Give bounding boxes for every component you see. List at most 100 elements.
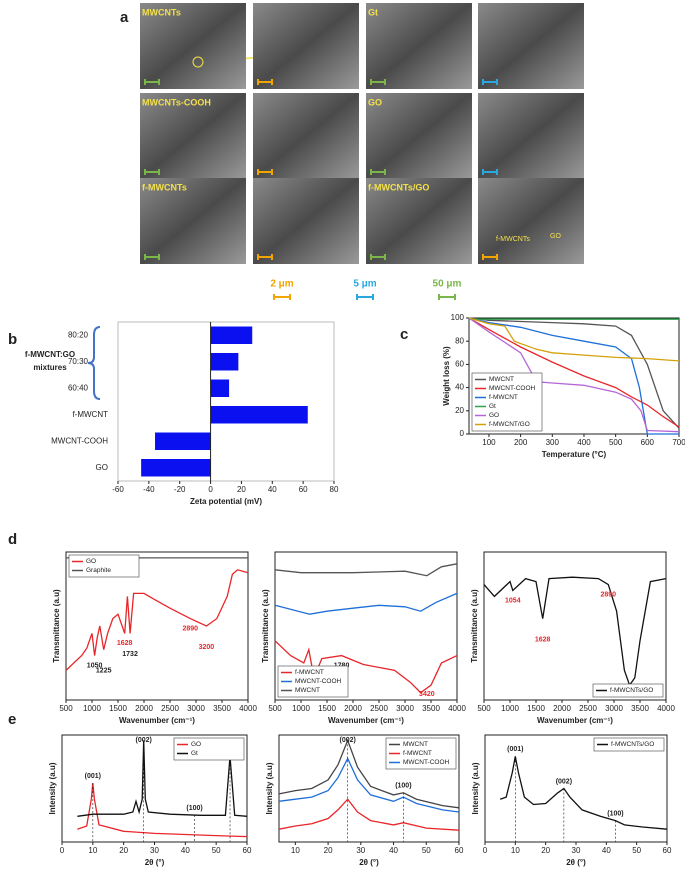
x-tick-label: 100	[482, 438, 496, 447]
legend-label: GO	[191, 741, 201, 748]
annotation: 3420	[419, 691, 435, 698]
x-tick-label: 1000	[83, 704, 101, 713]
panel-label: e	[8, 711, 16, 728]
x-tick-label: 4000	[448, 704, 466, 713]
group-label: f-MWCNT:GO	[25, 350, 75, 359]
bar	[210, 353, 239, 371]
x-tick-label: 2000	[553, 704, 571, 713]
scale-bar	[257, 79, 273, 85]
x-tick-label: 500	[477, 704, 491, 713]
x-tick-label: 4000	[239, 704, 257, 713]
legend-label: Graphite	[86, 567, 111, 574]
y-axis-label: Weight loss (%)	[442, 346, 451, 406]
scale-bar	[370, 254, 386, 260]
annotation: 1050	[87, 662, 103, 669]
y-tick-label: 70:30	[68, 357, 89, 366]
sem-image	[253, 93, 359, 179]
x-tick-label: -60	[112, 485, 124, 494]
x-tick-label: 30	[356, 846, 365, 855]
y-axis-label: Transmittance (a.u)	[52, 589, 61, 663]
x-tick-label: 400	[577, 438, 591, 447]
plot-frame	[117, 321, 335, 482]
bar	[141, 459, 211, 477]
x-tick-label: 20	[324, 846, 333, 855]
x-tick-label: 20	[119, 846, 128, 855]
legend-label: MWCNT	[295, 687, 320, 694]
annotation: 1628	[535, 636, 551, 643]
data-line	[274, 640, 458, 694]
x-axis-label: Wavenumber (cm⁻¹)	[537, 716, 613, 725]
sem-label: f-MWCNTs/GO	[368, 182, 429, 192]
x-tick-label: 4000	[657, 704, 675, 713]
x-tick-label: 200	[514, 438, 528, 447]
legend-label: f-MWCNTs/GO	[610, 687, 653, 694]
x-axis-label: 2θ (°)	[359, 858, 379, 867]
scale-bar	[482, 79, 498, 85]
x-tick-label: 2000	[135, 704, 153, 713]
legend-label: Gt	[489, 403, 496, 410]
y-axis-label: Transmittance (a.u)	[261, 589, 270, 663]
data-line	[483, 576, 667, 687]
group-brace	[87, 326, 101, 400]
x-tick-label: 50	[632, 846, 641, 855]
data-line	[468, 317, 680, 362]
x-axis-label: Temperature (°C)	[542, 450, 607, 459]
annotation: (001)	[507, 746, 523, 753]
x-tick-label: 1500	[527, 704, 545, 713]
y-tick-label: 60:40	[68, 383, 89, 392]
y-tick-label: 60	[455, 360, 464, 369]
panel-label: b	[8, 331, 17, 348]
x-tick-label: 500	[268, 704, 282, 713]
scale-bar	[257, 169, 273, 175]
annotation: 1225	[96, 668, 112, 675]
annotation: (002)	[340, 737, 356, 744]
x-tick-label: 3000	[605, 704, 623, 713]
legend-label: f-MWCNT/GO	[489, 421, 530, 428]
sem-image	[366, 93, 472, 179]
y-tick-label: 40	[455, 383, 464, 392]
data-line	[274, 563, 458, 577]
plot-frame	[65, 551, 249, 701]
data-line	[468, 317, 680, 428]
x-tick-label: 40	[181, 846, 190, 855]
sem-image	[140, 178, 246, 264]
annotation: 2890	[182, 625, 198, 632]
scale-bar-label: 2 μm	[270, 279, 293, 290]
sem-label: Gt	[368, 7, 378, 17]
x-tick-label: 20	[237, 485, 246, 494]
bar	[155, 432, 211, 450]
legend-box	[593, 737, 665, 752]
y-tick-label: MWCNT-COOH	[51, 436, 108, 445]
sem-image	[478, 93, 584, 179]
annotation: (002)	[556, 778, 572, 785]
x-tick-label: 2000	[344, 704, 362, 713]
data-line	[77, 740, 248, 817]
data-line	[468, 317, 679, 435]
data-line	[65, 569, 249, 671]
legend-label: MWCNT-COOH	[489, 385, 536, 392]
data-line	[274, 592, 458, 615]
group-label: mixtures	[33, 363, 67, 372]
y-tick-label: GO	[96, 463, 108, 472]
sem-image	[366, 178, 472, 264]
legend-box	[471, 372, 543, 432]
x-tick-label: 1500	[318, 704, 336, 713]
x-tick-label: 2500	[579, 704, 597, 713]
x-tick-label: 40	[602, 846, 611, 855]
annotation: 2890	[600, 591, 616, 598]
legend-box	[173, 737, 245, 761]
legend-label: Gt	[191, 750, 198, 757]
y-axis-label: Transmittance (a.u)	[470, 589, 479, 663]
annotation: 1054	[505, 597, 521, 604]
x-tick-label: 30	[150, 846, 159, 855]
annotation: (002)	[136, 737, 152, 744]
plot-frame	[468, 317, 680, 435]
x-axis-label: 2θ (°)	[145, 858, 165, 867]
x-tick-label: 50	[422, 846, 431, 855]
y-tick-label: 20	[455, 406, 464, 415]
legend-label: GO	[489, 412, 499, 419]
sem-annotation: GO	[550, 233, 561, 240]
legend-label: MWCNT	[489, 376, 514, 383]
x-tick-label: 60	[455, 846, 464, 855]
